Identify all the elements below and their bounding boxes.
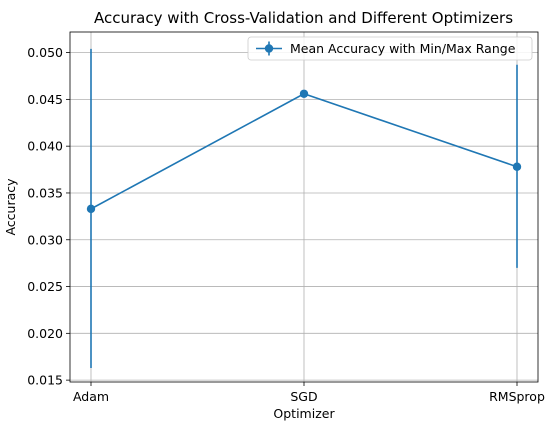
y-axis-ticks: 0.015 0.020 0.025 0.030 0.035 0.040 0.045 0.050	[27, 45, 70, 388]
y-tick-label: 0.035	[27, 185, 63, 200]
data-point	[299, 89, 309, 98]
y-tick-label: 0.040	[27, 139, 63, 154]
x-tick-label: Adam	[73, 389, 109, 404]
x-tick-label: SGD	[290, 389, 317, 404]
y-tick-label: 0.025	[27, 279, 63, 294]
legend: Mean Accuracy with Min/Max Range	[247, 36, 533, 61]
data-point	[86, 204, 96, 214]
y-tick-label: 0.015	[27, 373, 63, 388]
series-0	[86, 48, 522, 368]
x-axis-ticks: Adam SGD RMSprop	[73, 382, 545, 404]
data-point	[512, 162, 522, 171]
legend-box	[247, 36, 533, 61]
legend-marker	[264, 44, 274, 53]
chart-title: Accuracy with Cross-Validation and Diffe…	[94, 9, 513, 27]
x-tick-label: RMSprop	[489, 389, 545, 404]
y-tick-label: 0.050	[27, 45, 63, 60]
series-layer	[86, 48, 522, 368]
y-tick-label: 0.020	[27, 326, 63, 341]
x-axis-label: Optimizer	[273, 406, 335, 421]
y-tick-label: 0.030	[27, 232, 63, 247]
y-axis-label: Accuracy	[3, 178, 18, 236]
y-tick-label: 0.045	[27, 92, 63, 107]
legend-label: Mean Accuracy with Min/Max Range	[290, 41, 516, 56]
grid	[70, 32, 538, 382]
